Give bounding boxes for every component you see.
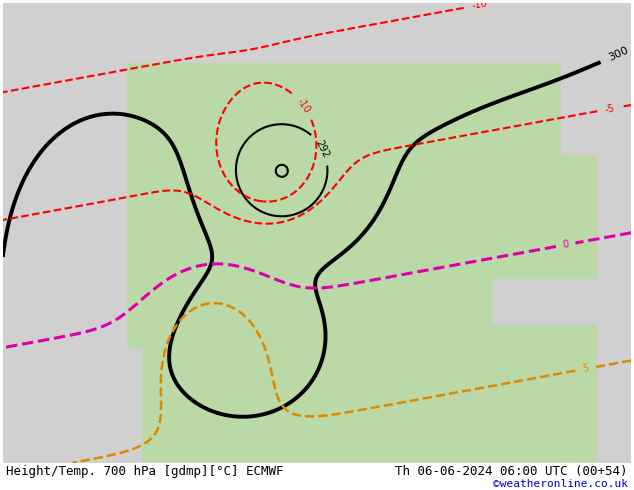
Text: Th 06-06-2024 06:00 UTC (00+54): Th 06-06-2024 06:00 UTC (00+54) xyxy=(395,465,628,478)
Text: Height/Temp. 700 hPa [gdmp][°C] ECMWF: Height/Temp. 700 hPa [gdmp][°C] ECMWF xyxy=(6,465,284,478)
Text: ©weatheronline.co.uk: ©weatheronline.co.uk xyxy=(493,479,628,489)
Text: 292: 292 xyxy=(314,138,331,159)
Text: -10: -10 xyxy=(471,0,489,11)
Text: -10: -10 xyxy=(295,97,312,115)
Text: 5: 5 xyxy=(581,364,590,374)
Text: 0: 0 xyxy=(562,239,570,250)
Text: -5: -5 xyxy=(604,103,616,115)
Text: 300: 300 xyxy=(607,46,630,63)
